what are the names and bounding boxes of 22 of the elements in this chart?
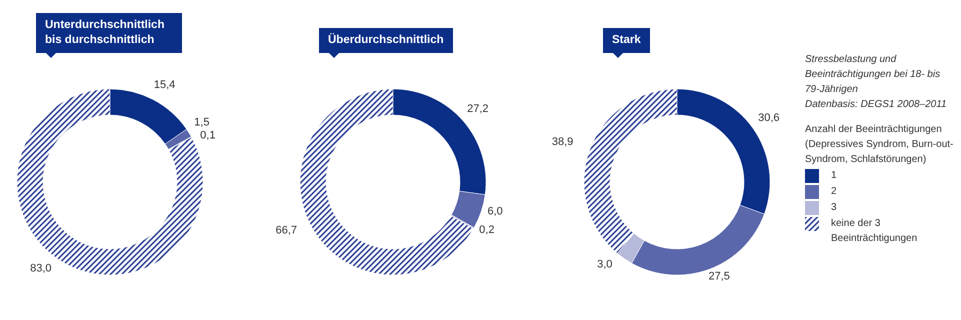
data-label: 3,0 [597,258,612,270]
data-label: 27,5 [708,270,730,282]
text: Stressbelastung und Beeinträchtigungen bei 18- bis 79-Jährigen [805,53,942,97]
legend-label: 2 [831,185,838,199]
chart-title: Unterdurchschnittlich bis durchschnittlich [45,19,164,46]
data-label: 6,0 [488,206,503,218]
data-label: 83,0 [30,262,52,274]
legend-label: 1 [831,169,838,183]
data-label: 0,1 [200,130,216,142]
data-label: 0,2 [479,224,494,236]
data-label: 30,6 [758,112,780,124]
data-label: 66,7 [276,224,298,236]
data-label: 15,4 [154,79,176,92]
legend-label: 3 [831,201,838,215]
chart-title: Stark [612,34,641,46]
data-label: 27,2 [467,102,489,115]
text: Datenbasis: DEGS1 2008–2011 [805,98,948,112]
legend-label: keine der 3 Beeinträchtigungen [831,217,918,246]
data-label: 1,5 [194,116,210,129]
legend-title: Anzahl der Beeinträchtigungen (Depressives Syndrom, Burn-out-Syndrom, Schlafstörungen) [805,123,954,167]
chart-title: Überdurchschnittlich [328,34,444,46]
data-label: 38,9 [552,136,574,148]
